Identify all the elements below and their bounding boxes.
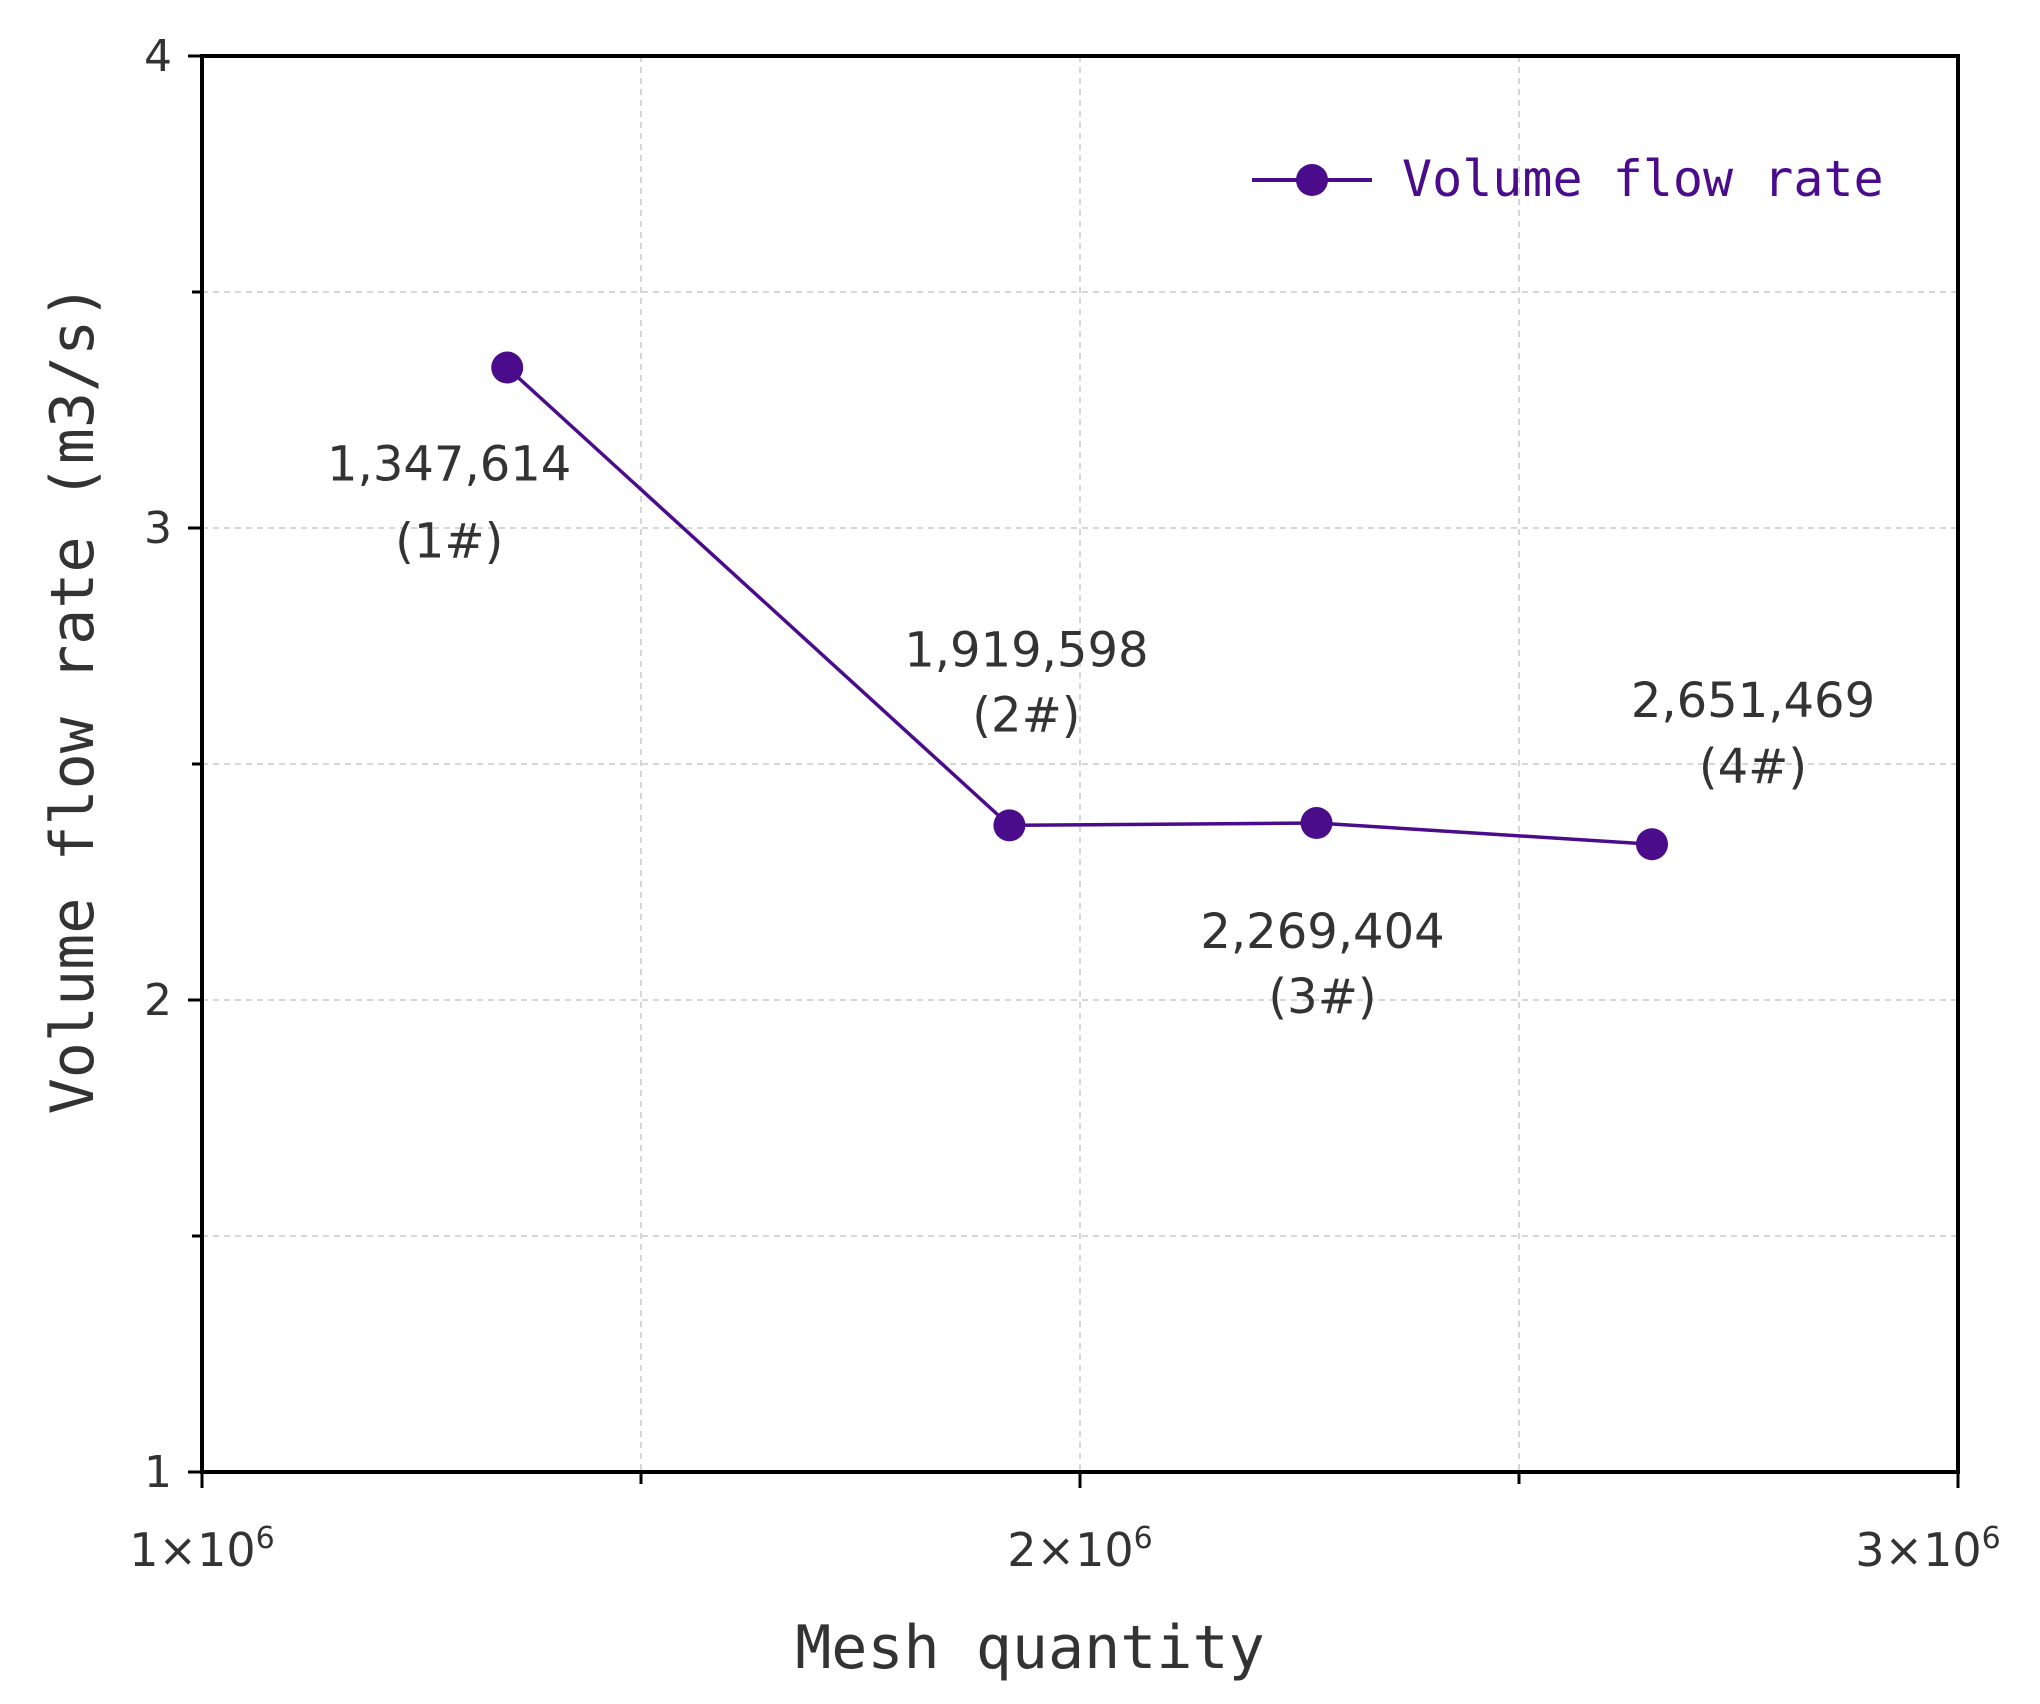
data-point bbox=[993, 809, 1026, 842]
x-tick-label: 1×106 bbox=[129, 1521, 274, 1577]
data-label: 2,651,469 bbox=[1631, 673, 1875, 729]
legend-label: Volume flow rate bbox=[1402, 150, 1884, 208]
x-tick-label: 3×106 bbox=[1855, 1521, 2000, 1577]
data-sublabel: (2#) bbox=[972, 687, 1080, 743]
y-tick-label: 2 bbox=[144, 975, 172, 1026]
series-line bbox=[506, 366, 1653, 846]
data-sublabel: (4#) bbox=[1699, 739, 1807, 795]
x-tick-label: 2×106 bbox=[1007, 1521, 1152, 1577]
legend-marker bbox=[1296, 164, 1328, 196]
data-sublabel: (1#) bbox=[395, 514, 503, 570]
data-sublabel: (3#) bbox=[1268, 969, 1376, 1025]
data-label: 1,347,614 bbox=[327, 437, 571, 493]
y-tick-label: 3 bbox=[144, 503, 172, 554]
data-label: 2,269,404 bbox=[1200, 904, 1444, 960]
data-point bbox=[491, 351, 524, 384]
x-axis-title: Mesh quantity bbox=[795, 1613, 1265, 1683]
y-axis-title: Volume flow rate (m3/s) bbox=[38, 284, 108, 1115]
data-label: 1,919,598 bbox=[904, 622, 1148, 678]
data-point bbox=[1300, 807, 1333, 839]
y-tick-label: 4 bbox=[144, 31, 172, 82]
y-tick-label: 1 bbox=[144, 1447, 172, 1498]
legend: Volume flow rate bbox=[1252, 150, 1884, 208]
data-point bbox=[1635, 828, 1668, 861]
